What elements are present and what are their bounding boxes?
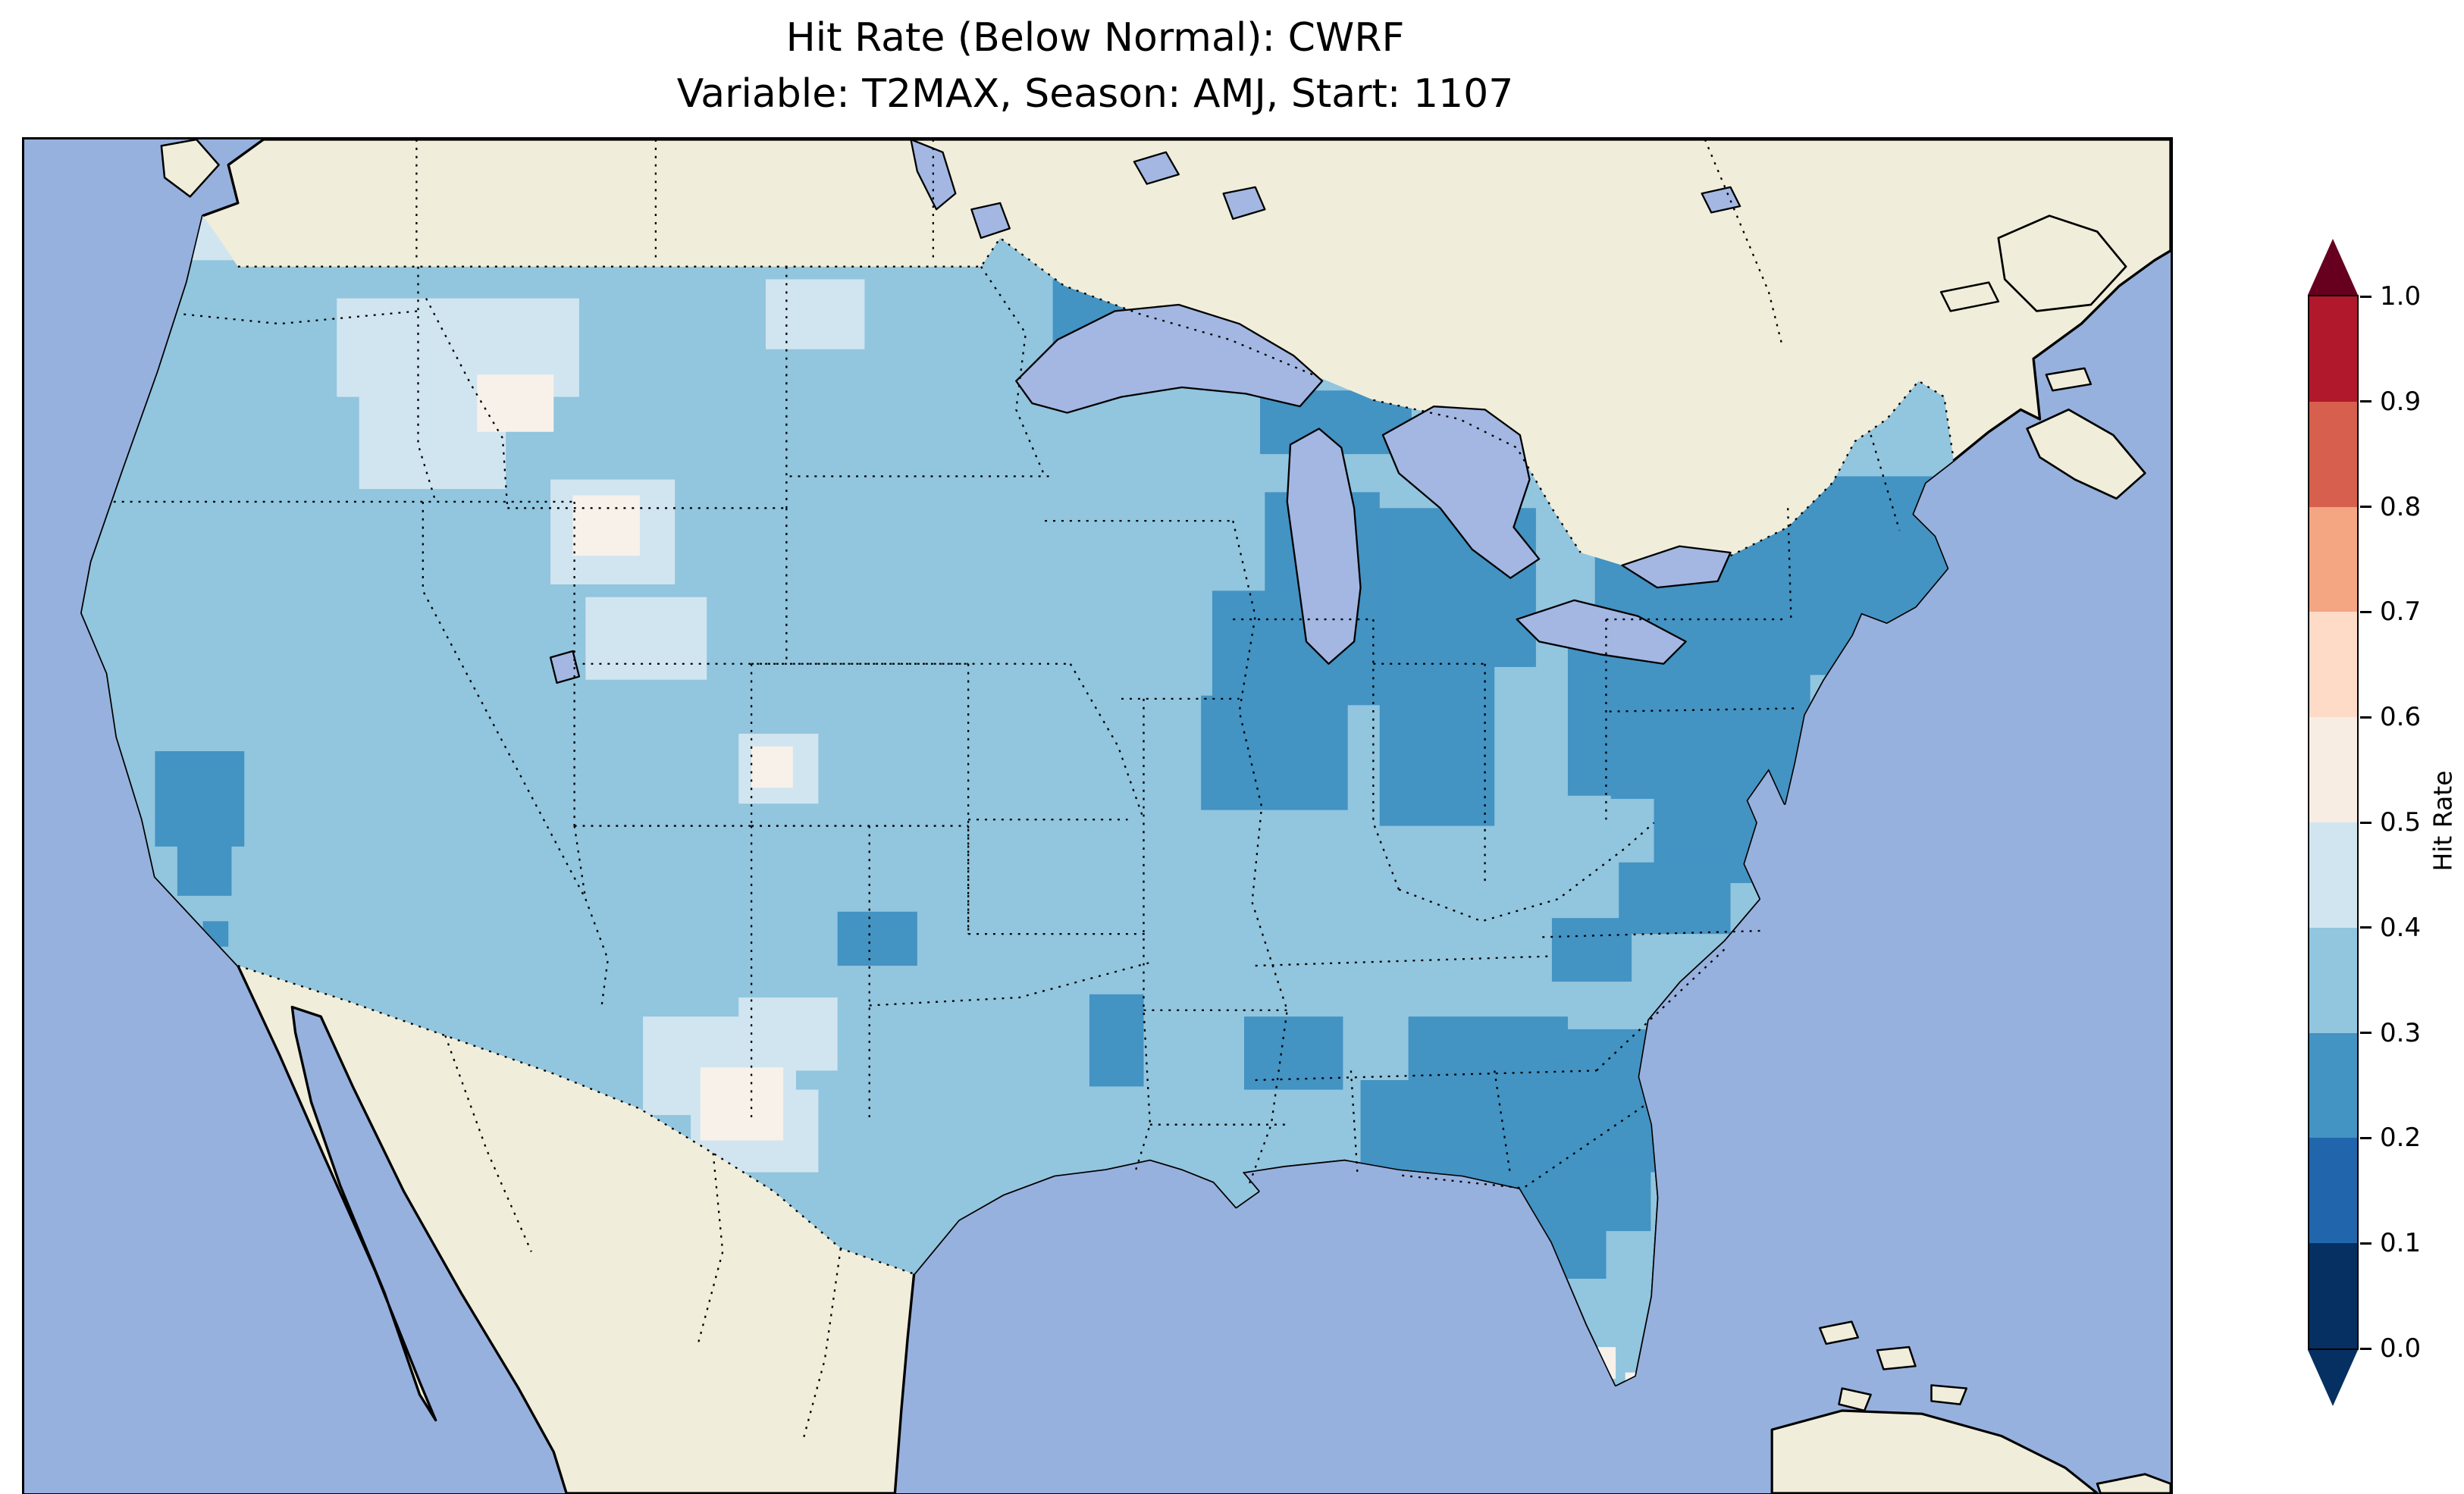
state-mississippi-river: [1232, 520, 1288, 1185]
land-cuba: [1770, 1409, 2099, 1493]
colorbar-ticks: 1.0 0.9 0.8 0.7 0.6 0.5 0.4 0.3 0.2 0.1 0.0: [2360, 0, 2464, 1494]
hit-rate-patch-0.2-0.3: [1089, 994, 1144, 1087]
colorbar-tick-label: 0.8: [2380, 491, 2422, 522]
hit-rate-patch-0.2-0.3: [177, 841, 232, 896]
border-us-canada-lakes: [1373, 399, 1582, 553]
land-bahamas-1: [1819, 1320, 1860, 1345]
colorbar-tick: [2360, 1032, 2372, 1035]
canadian-lake-2: [1222, 186, 1266, 220]
colorbar-tick: [2360, 506, 2372, 509]
political-borders: [113, 139, 1955, 1443]
hit-rate-patch-0.2-0.3: [1551, 918, 1632, 982]
us-hit-rate-map: [24, 139, 2171, 1493]
colorbar-tick: [2360, 821, 2372, 824]
hit-rate-patch-0.4-0.5: [766, 279, 865, 349]
colorbar-tick-label: 0.1: [2380, 1228, 2422, 1259]
hit-rate-patch-0.2-0.3: [1360, 1079, 1651, 1173]
state-wa-id: [417, 266, 437, 503]
hit-rate-patch-0.4-0.5: [738, 997, 838, 1071]
colorbar-segments: [2308, 295, 2359, 1350]
colorbar-tick-label: 0.9: [2380, 386, 2422, 417]
colorbar-segment-0.2-0.3: [2309, 1032, 2357, 1139]
chart-title-line1: Hit Rate (Below Normal): CWRF: [785, 15, 1405, 61]
hit-rate-patch-0.2-0.3: [837, 911, 917, 966]
lake-huron: [1381, 406, 1541, 579]
state-va-nc: [1542, 929, 1763, 938]
canadian-lake-1: [1133, 151, 1180, 185]
hit-rate-patch-0.2-0.3: [1201, 695, 1348, 810]
colorbar-segment-0.0-0.1: [2309, 1243, 2357, 1348]
hit-rate-patch-0.2-0.3: [1619, 862, 1731, 935]
hit-rate-patch-0.5-0.6: [700, 1067, 784, 1141]
chart-title-line2: Variable: T2MAX, Season: AMJ, Start: 110…: [676, 70, 1514, 117]
colorbar-tick: [2360, 716, 2372, 719]
hit-rate-patch-0.5-0.6: [751, 746, 793, 788]
state-ny-newengland: [1787, 508, 1792, 620]
land-newfoundland: [1997, 215, 2127, 312]
chart-title: Hit Rate (Below Normal): CWRF Variable: …: [22, 11, 2168, 123]
colorbar-tick-label: 0.4: [2380, 912, 2422, 943]
colorbar-tick: [2360, 926, 2372, 929]
hit-rate-patch-0.4-0.5: [585, 597, 707, 680]
land-prince-edward-island: [2045, 367, 2093, 392]
land-bahamas-3: [1930, 1384, 1968, 1405]
state-ok-tx: [869, 961, 1151, 1007]
colorbar-tick: [2360, 400, 2372, 403]
great-salt-lake: [549, 650, 581, 684]
colorbar-tick-label: 1.0: [2380, 281, 2422, 312]
hit-rate-patch-0.2-0.3: [155, 751, 245, 847]
colorbar-tick: [2360, 610, 2372, 613]
state-il-in: [1372, 619, 1400, 890]
colorbar-segment-0.9-1.0: [2309, 296, 2357, 402]
colorbar-tick-label: 0.3: [2380, 1017, 2422, 1048]
hit-rate-patch-0.5-0.6: [477, 374, 554, 432]
colorbar-under-arrow: [2308, 1349, 2358, 1406]
colorbar-tick: [2360, 1136, 2372, 1139]
hit-rate-patch-0.2-0.3: [1244, 1016, 1343, 1090]
land-anticosti: [1939, 281, 2000, 312]
land-bahamas-2: [1876, 1345, 1917, 1370]
state-al-ga: [1494, 1070, 1512, 1176]
land-bahamas-4: [1838, 1387, 1872, 1412]
colorbar-tick: [2360, 1242, 2372, 1245]
map-panel: [22, 137, 2173, 1494]
land-vancouver-island: [160, 139, 220, 198]
colorbar-tick-label: 0.0: [2380, 1333, 2422, 1364]
colorbar-tick: [2360, 1347, 2372, 1350]
state-nc-sc: [1596, 946, 1729, 1072]
colorbar-segment-0.3-0.4: [2309, 927, 2357, 1033]
colorbar-axis-label: Hit Rate: [2428, 770, 2458, 872]
colorbar-segment-0.8-0.9: [2309, 401, 2357, 507]
colorbar-over-arrow: [2308, 239, 2358, 295]
colorbar-segment-0.5-0.6: [2309, 717, 2357, 822]
lake-erie: [1516, 599, 1687, 665]
colorbar-tick-label: 0.5: [2380, 807, 2422, 838]
colorbar-segment-0.6-0.7: [2309, 612, 2357, 718]
colorbar-segment-0.1-0.2: [2309, 1138, 2357, 1244]
border-us-canada-stlawrence: [1729, 380, 1955, 557]
colorbar-segment-0.7-0.8: [2309, 506, 2357, 612]
colorbar-tick-label: 0.2: [2380, 1123, 2422, 1154]
colorbar-tick-label: 0.7: [2380, 597, 2422, 628]
land-hispaniola: [2096, 1473, 2171, 1493]
canadian-lake-3: [1701, 186, 1741, 214]
hit-rate-patch-0.2-0.3: [1379, 663, 1495, 826]
land-nova-scotia: [2026, 408, 2146, 500]
hit-rate-patch-0.2-0.3: [1610, 663, 1810, 799]
colorbar-tick-label: 0.6: [2380, 702, 2422, 733]
lake-ontario: [1621, 545, 1732, 589]
state-ms-al: [1350, 1070, 1359, 1173]
lake-michigan: [1286, 428, 1362, 665]
colorbar: [2308, 239, 2359, 1406]
colorbar-tick: [2360, 295, 2372, 298]
state-me-nh: [1870, 434, 1901, 531]
state-ohio-river: [1398, 822, 1655, 922]
hit-rate-patch-0.5-0.6: [572, 495, 640, 556]
colorbar-segment-0.4-0.5: [2309, 822, 2357, 928]
lake-superior: [1015, 303, 1324, 414]
lake-of-the-woods: [970, 202, 1011, 240]
